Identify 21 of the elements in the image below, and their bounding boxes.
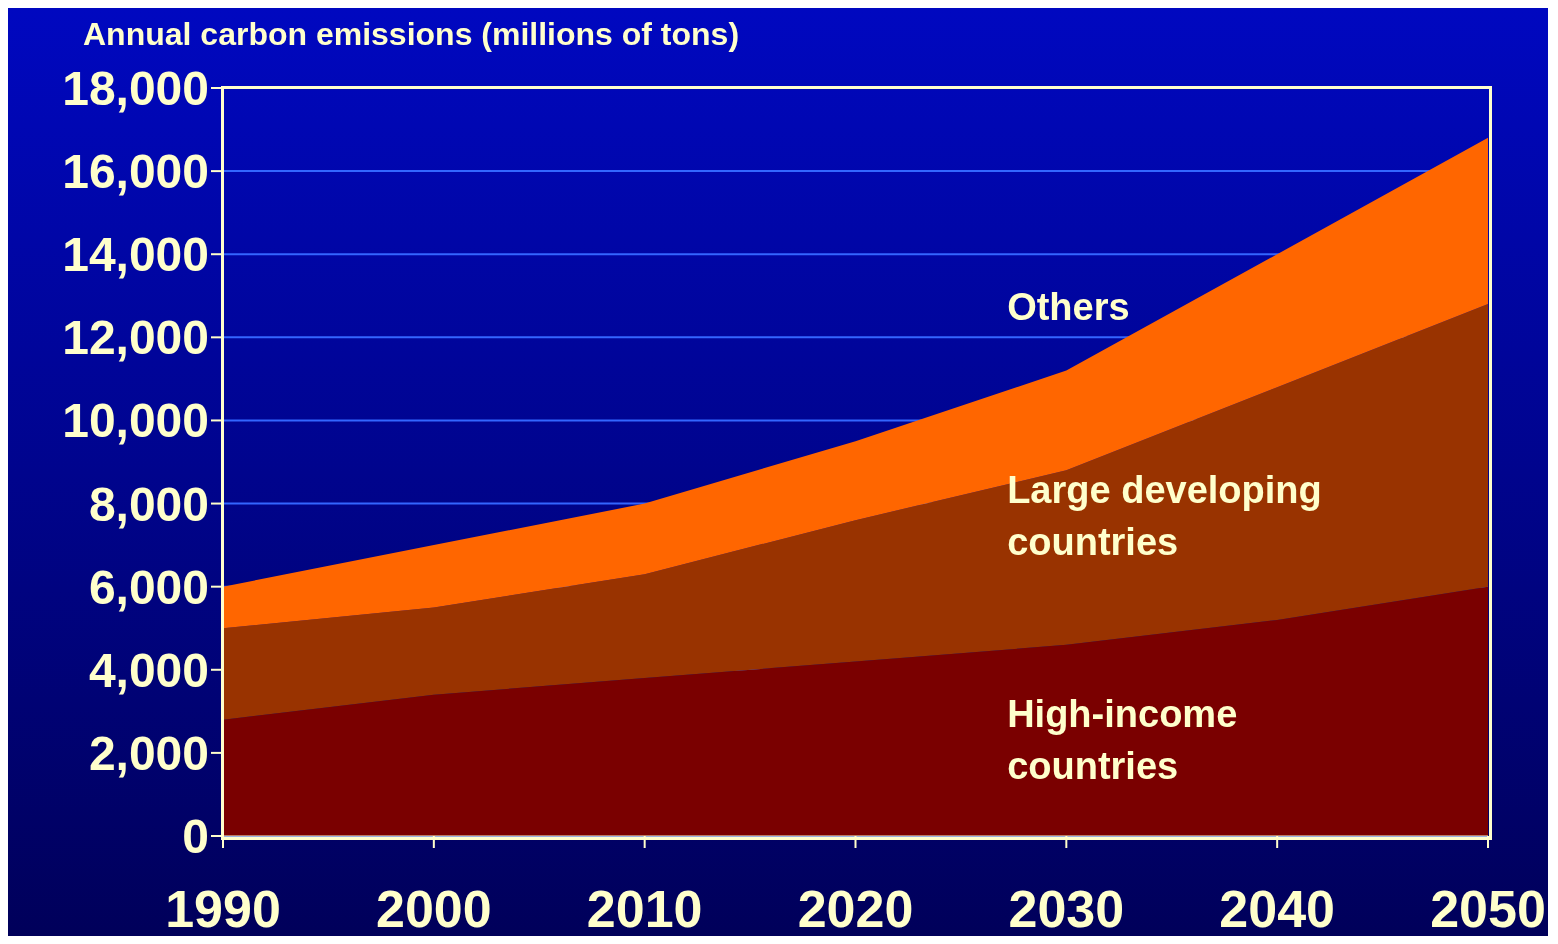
y-tick-label: 8,000 bbox=[88, 477, 209, 531]
y-tick-label: 4,000 bbox=[88, 643, 209, 697]
y-axis-title: Annual carbon emissions (millions of tons) bbox=[83, 16, 740, 53]
x-tick-label: 1990 bbox=[165, 879, 281, 938]
y-tick-label: 10,000 bbox=[62, 394, 209, 448]
series-label: Others bbox=[1007, 285, 1130, 328]
y-tick-label: 14,000 bbox=[62, 228, 209, 282]
series-label: High-income countries bbox=[1007, 692, 1238, 787]
x-tick-label: 2030 bbox=[1008, 879, 1125, 938]
series-label: Large developing countries bbox=[1007, 468, 1322, 563]
y-tick-label: 16,000 bbox=[62, 145, 209, 199]
x-tick-label: 2000 bbox=[375, 879, 492, 938]
y-tick-label: 2,000 bbox=[88, 726, 209, 780]
x-tick-label: 2040 bbox=[1219, 879, 1336, 938]
x-tick-label: 2020 bbox=[797, 879, 914, 938]
y-tick-label: 6,000 bbox=[88, 560, 209, 614]
y-tick-label: 12,000 bbox=[62, 311, 209, 365]
y-tick-label: 18,000 bbox=[62, 62, 209, 116]
x-tick-label: 2010 bbox=[586, 879, 703, 938]
y-tick-label: 0 bbox=[182, 810, 209, 864]
x-tick-label: 2050 bbox=[1430, 879, 1546, 938]
